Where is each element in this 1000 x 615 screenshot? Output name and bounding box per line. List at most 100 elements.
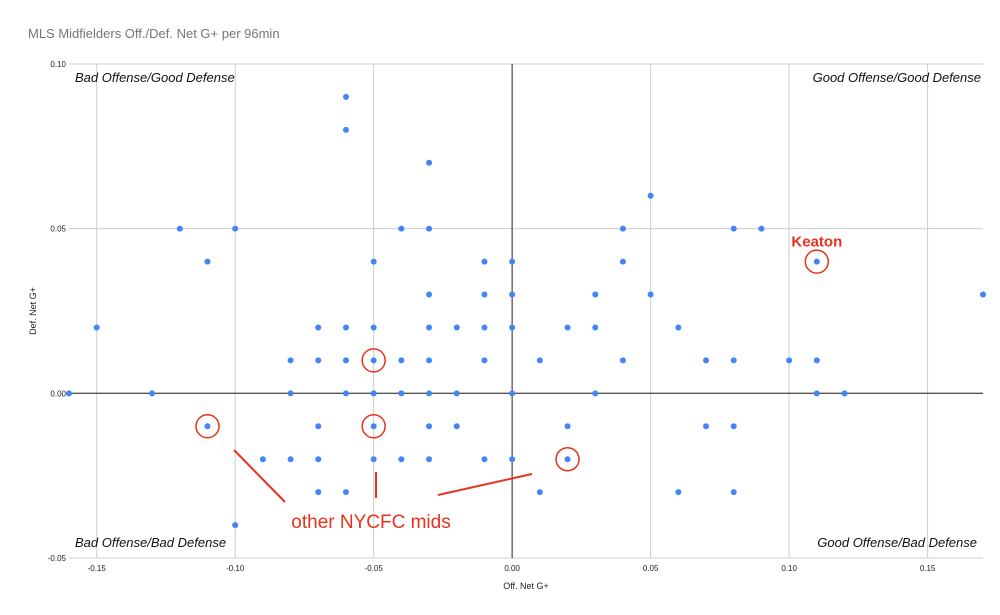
nycfc-highlight-circle — [555, 446, 580, 472]
x-axis-title: Off. Net G+ — [503, 581, 549, 591]
data-point — [453, 423, 460, 430]
data-point — [370, 258, 377, 265]
data-point — [398, 225, 405, 232]
data-point — [398, 456, 405, 463]
data-point — [204, 423, 211, 430]
x-tick-label: 0.05 — [643, 564, 659, 573]
data-point — [536, 489, 543, 496]
data-point — [232, 225, 239, 232]
data-point — [426, 159, 433, 166]
x-tick-label: 0.15 — [920, 564, 936, 573]
quadrant-label-bottom-left: Bad Offense/Bad Defense — [75, 535, 226, 550]
quadrant-label-top-left: Bad Offense/Good Defense — [75, 70, 235, 85]
data-point — [564, 423, 571, 430]
data-point — [675, 324, 682, 331]
y-tick-label: -0.05 — [48, 554, 67, 563]
data-point — [730, 423, 737, 430]
data-point — [287, 357, 294, 364]
data-point — [287, 456, 294, 463]
data-point — [370, 390, 377, 397]
quadrant-label-bottom-right: Good Offense/Bad Defense — [817, 535, 977, 550]
data-point — [204, 258, 211, 265]
data-point — [426, 456, 433, 463]
data-point — [149, 390, 156, 397]
tick-labels: -0.15 -0.10 -0.05 0.00 0.05 0.10 0.15 -0.05 0.00… — [48, 60, 936, 573]
nycfc-highlight-circle — [361, 348, 386, 373]
data-point — [453, 390, 460, 397]
zero-lines — [69, 64, 983, 558]
data-point — [813, 258, 820, 265]
y-axis-title: Def. Net G+ — [28, 287, 38, 335]
nycfc-annotation-label: other NYCFC mids — [291, 512, 450, 533]
x-tick-label: -0.05 — [365, 564, 384, 573]
data-point — [509, 390, 516, 397]
data-point — [647, 192, 654, 199]
data-point — [315, 357, 322, 364]
data-point — [730, 225, 737, 232]
data-point — [426, 291, 433, 298]
data-point — [315, 456, 322, 463]
data-point — [481, 291, 488, 298]
keaton-annotation-label: Keaton — [791, 234, 842, 251]
data-point — [841, 390, 848, 397]
data-point — [813, 357, 820, 364]
data-point — [564, 456, 571, 463]
data-point — [481, 357, 488, 364]
data-point — [481, 258, 488, 265]
data-point — [370, 456, 377, 463]
data-point — [786, 357, 793, 364]
data-point — [703, 423, 710, 430]
data-point — [315, 324, 322, 331]
data-point — [66, 390, 72, 397]
x-tick-label: 0.10 — [781, 564, 797, 573]
data-point — [509, 258, 516, 265]
data-point — [370, 423, 377, 430]
keaton-highlight-circle — [804, 249, 830, 274]
data-point — [398, 390, 405, 397]
data-point — [592, 390, 599, 397]
x-tick-label: 0.00 — [504, 564, 520, 573]
x-tick-label: -0.15 — [88, 564, 107, 573]
x-tick-label: -0.10 — [226, 564, 245, 573]
data-point — [342, 489, 349, 496]
data-point — [536, 357, 543, 364]
data-point — [259, 456, 266, 463]
data-point — [813, 390, 820, 397]
data-point — [315, 489, 322, 496]
data-point — [730, 489, 737, 496]
data-point — [592, 291, 599, 298]
data-point — [619, 357, 626, 364]
data-point — [619, 225, 626, 232]
data-point — [342, 324, 349, 331]
quadrant-label-top-right: Good Offense/Good Defense — [813, 70, 981, 85]
y-tick-label: 0.05 — [50, 225, 66, 234]
data-points — [66, 93, 986, 529]
data-point — [315, 423, 322, 430]
nycfc-highlight-circle — [195, 414, 220, 439]
data-point — [509, 456, 516, 463]
data-point — [564, 324, 571, 331]
data-point — [426, 423, 433, 430]
annotations — [195, 249, 830, 503]
gridlines — [69, 63, 983, 559]
data-point — [592, 324, 599, 331]
data-point — [287, 390, 294, 397]
y-tick-label: 0.10 — [50, 60, 66, 69]
data-point — [647, 291, 654, 298]
data-point — [370, 324, 377, 331]
data-point — [232, 522, 239, 529]
data-point — [509, 324, 516, 331]
data-point — [342, 93, 349, 100]
data-point — [342, 126, 349, 133]
nycfc-highlight-circle — [361, 414, 386, 439]
data-point — [758, 225, 765, 232]
data-point — [481, 324, 488, 331]
nycfc-callout-line — [233, 449, 286, 503]
data-point — [426, 390, 433, 397]
data-point — [426, 225, 433, 232]
data-point — [342, 390, 349, 397]
data-point — [426, 357, 433, 364]
data-point — [675, 489, 682, 496]
data-point — [453, 324, 460, 331]
